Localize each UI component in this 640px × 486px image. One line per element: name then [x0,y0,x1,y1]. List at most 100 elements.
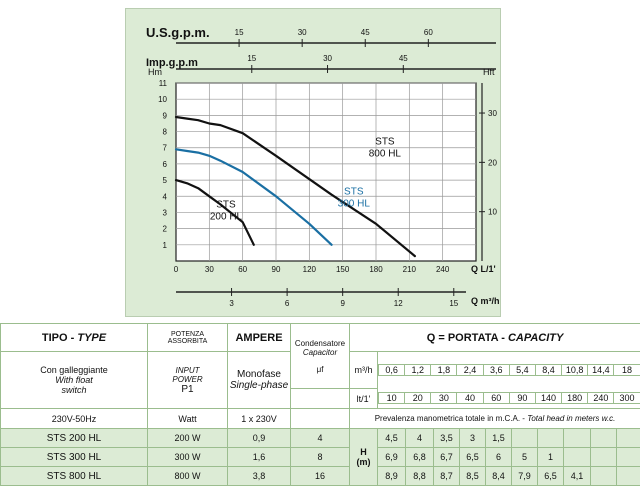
galleggiante: Con galleggiante [1,365,147,375]
m3h-values-cell: 10,8 [562,365,588,376]
x-lmin-tick-label: 210 [403,265,417,274]
y-left-tick-label: 11 [159,79,168,88]
head-value-cell: 1 [538,448,564,467]
m3h-values-cell: 3,6 [483,365,509,376]
x-lmin-tick-label: 240 [436,265,450,274]
curve-label: 300 HL [338,199,371,210]
lt-values-cell: 90 [509,393,535,404]
y-right-tick-label: 30 [488,109,497,118]
capacitor-cell: 4 [291,429,350,448]
us-gpm-tick-label: 60 [424,28,433,37]
head-value-cell [564,448,591,467]
prevalenza-cell: Prevalenza manometrica totale in m.C.A. … [350,409,640,429]
x-m3h-tick-label: 9 [340,299,345,308]
uf-blank-cell [291,409,350,429]
curve-label: STS [375,136,395,147]
model-name: STS 200 HL [1,429,148,448]
watt-cell: Watt [148,409,228,429]
y-left-tick-label: 8 [163,128,168,137]
input-2: POWER [148,375,227,384]
single-phase: Single-phase [228,380,290,391]
head-value-cell: 7,9 [512,467,538,486]
us-gpm-tick-label: 30 [298,28,307,37]
plot-area [176,83,476,261]
imp-gpm-tick-label: 45 [399,54,408,63]
y-left-tick-label: 10 [158,95,167,104]
power-cell: 200 W [148,429,228,448]
condensatore-2: Capacitor [291,348,349,357]
y-left-tick-label: 9 [163,111,168,120]
x-lmin-tick-label: 120 [303,265,317,274]
head-value-cell: 4,1 [564,467,591,486]
capacitor-cell: 8 [291,448,350,467]
capacitor-cell: 16 [291,467,350,486]
y-left-tick-label: 6 [163,160,168,169]
m3h-values-cell: 14,4 [588,365,614,376]
lt-values-cell: 240 [588,393,614,404]
us-gpm-tick-label: 15 [235,28,244,37]
lt-values-cell: 180 [562,393,588,404]
voltage-amp-cell: 1 x 230V [228,409,291,429]
head-value-cell [591,448,617,467]
head-value-cell [617,429,640,448]
ampere-header: AMPERE [228,324,291,352]
m3h-values-cell: 1,2 [405,365,431,376]
lt-values-cell: 40 [457,393,483,404]
x-lmin-unit-label: Q L/1' [471,264,496,274]
power-cell: 800 W [148,467,228,486]
imp-gpm-tick-label: 30 [323,54,332,63]
input-1: INPUT [148,366,227,375]
y-left-tick-label: 4 [163,192,168,201]
head-value-cell: 6,5 [538,467,564,486]
potenza-1: POTENZA [148,331,227,338]
uf-spacer [291,389,350,409]
power-cell: 300 W [148,448,228,467]
portata-label: Q = PORTATA - [427,332,508,344]
model-name: STS 300 HL [1,448,148,467]
model-name: STS 800 HL [1,467,148,486]
y-left-tick-label: 2 [163,225,168,234]
uf-label: μf [291,365,349,374]
portata-header: Q = PORTATA - CAPACITY [350,324,640,352]
lt-values-cell: 30 [431,393,457,404]
ampere-cell: 1,6 [228,448,291,467]
head-value-cell [617,467,640,486]
portata-label-en: CAPACITY [508,332,563,344]
curve-label: STS [344,187,364,198]
h-unit: (m) [350,457,377,467]
lt-values-cell: 300 [614,393,640,404]
prevalenza-label: Prevalenza manometrica totale in m.C.A. … [375,414,528,423]
head-value-cell: 8,9 [378,467,406,486]
head-value-cell: 4 [406,429,434,448]
head-value-cell: 6,9 [378,448,406,467]
m3h-values-cell: 0,6 [379,365,405,376]
x-lmin-tick-label: 0 [174,265,179,274]
h-label: H [350,447,377,457]
lt-values-cell: 20 [405,393,431,404]
y-left-tick-label: 5 [163,176,168,185]
m3h-values-cell: 1,8 [431,365,457,376]
head-value-cell: 5 [512,448,538,467]
p1-label: P1 [148,384,227,395]
head-value-cell: 8,8 [406,467,434,486]
y-right-tick-label: 20 [488,158,497,167]
head-value-cell [538,429,564,448]
head-value-cell [564,429,591,448]
x-lmin-tick-label: 30 [205,265,214,274]
x-lmin-tick-label: 150 [336,265,350,274]
condensatore-1: Condensatore [291,339,349,348]
prevalenza-label-en: Total head in meters w.c. [527,414,615,423]
x-m3h-tick-label: 15 [449,299,458,308]
